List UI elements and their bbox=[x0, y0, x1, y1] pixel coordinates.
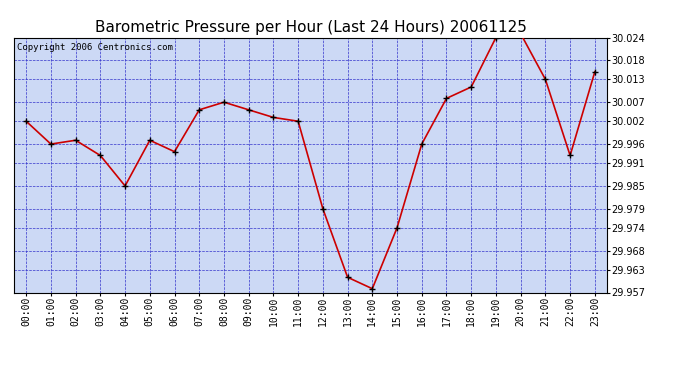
Title: Barometric Pressure per Hour (Last 24 Hours) 20061125: Barometric Pressure per Hour (Last 24 Ho… bbox=[95, 20, 526, 35]
Text: Copyright 2006 Centronics.com: Copyright 2006 Centronics.com bbox=[17, 43, 172, 52]
